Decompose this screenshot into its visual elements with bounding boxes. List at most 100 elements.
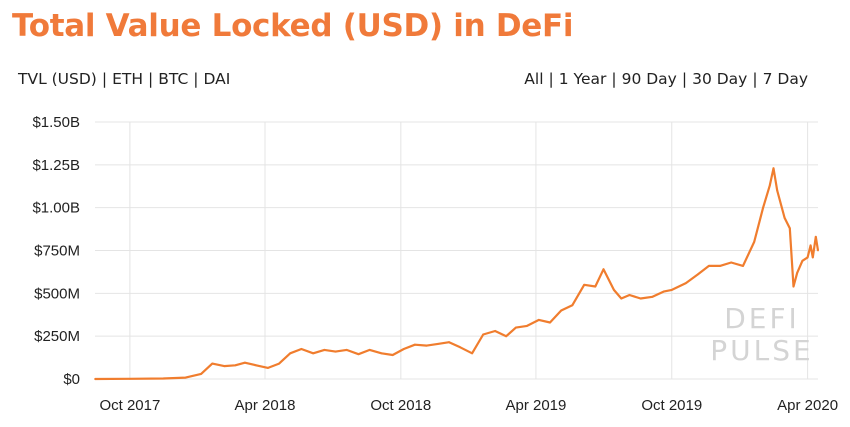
x-axis: Oct 2017 Apr 2018 Oct 2018 Apr 2019 Oct 2019… xyxy=(99,397,838,414)
tvl-data-point xyxy=(549,321,551,324)
tvl-data-point xyxy=(613,289,615,291)
tvl-data-point xyxy=(730,261,733,264)
y-tick-label: $1.25B xyxy=(32,157,80,174)
x-tick-label: Oct 2019 xyxy=(641,397,702,414)
tvl-data-point xyxy=(162,377,165,380)
tab-dai[interactable]: DAI xyxy=(203,70,231,88)
tvl-data-point xyxy=(402,348,405,350)
x-tick-label: Apr 2019 xyxy=(505,397,566,414)
tvl-data-point xyxy=(300,348,303,350)
tvl-data-point xyxy=(223,365,226,367)
tvl-data-point xyxy=(515,326,517,329)
tvl-data-point xyxy=(742,265,744,267)
tvl-data-point xyxy=(200,373,203,375)
range-tabs: All | 1 Year | 90 Day | 30 Day | 7 Day xyxy=(524,70,808,88)
watermark-line-1: DEFI xyxy=(724,302,800,335)
tvl-data-point xyxy=(312,352,315,355)
tab-range-90-day[interactable]: 90 Day xyxy=(621,70,677,88)
tvl-data-point xyxy=(620,297,623,300)
page-title: Total Value Locked (USD) in DeFi xyxy=(12,8,574,44)
tvl-data-point xyxy=(685,282,687,284)
tvl-data-point xyxy=(571,304,574,307)
y-tick-label: $750M xyxy=(34,243,80,260)
tvl-data-point xyxy=(234,364,237,367)
tvl-data-point xyxy=(776,189,779,192)
tab-separator: | xyxy=(193,70,199,88)
tvl-data-point xyxy=(494,330,496,332)
tvl-data-point xyxy=(809,244,812,247)
tab-separator: | xyxy=(548,70,554,88)
tvl-data-point xyxy=(255,364,257,367)
tvl-data-point xyxy=(602,268,605,271)
y-tick-label: $0 xyxy=(63,371,80,388)
tvl-data-point xyxy=(670,289,673,291)
tvl-data-point xyxy=(482,333,485,336)
tvl-data-point xyxy=(357,353,360,356)
series-layer xyxy=(94,167,820,381)
tvl-data-point xyxy=(639,297,642,300)
metric-tabs: TVL (USD) | ETH | BTC | DAI xyxy=(18,70,230,88)
tab-btc[interactable]: BTC xyxy=(158,70,189,88)
tvl-data-point xyxy=(806,256,809,259)
tvl-data-point xyxy=(560,309,563,312)
tvl-data-point xyxy=(768,184,771,187)
tvl-data-point xyxy=(801,259,804,262)
x-tick-label: Oct 2018 xyxy=(370,397,431,414)
tab-range-all[interactable]: All xyxy=(524,70,544,88)
tvl-data-point xyxy=(323,349,326,351)
tvl-data-point xyxy=(267,367,269,369)
tvl-data-point xyxy=(448,341,450,344)
tvl-data-point xyxy=(651,295,654,298)
tvl-data-point xyxy=(814,235,817,238)
tvl-data-point xyxy=(345,349,348,351)
tvl-data-point xyxy=(583,283,586,286)
tab-separator: | xyxy=(752,70,758,88)
defi-pulse-watermark: DEFI PULSE xyxy=(710,302,813,367)
tvl-data-point xyxy=(594,285,597,288)
tvl-data-point xyxy=(278,362,280,365)
y-axis: $0 $250M $500M $750M $1.00B $1.25B $1.50B xyxy=(32,114,80,388)
watermark-line-2: PULSE xyxy=(710,334,813,367)
tab-tvl-usd[interactable]: TVL (USD) xyxy=(18,70,97,88)
y-tick-label: $1.50B xyxy=(32,114,80,131)
tab-separator: | xyxy=(681,70,688,88)
grid-lines xyxy=(95,121,818,380)
x-tick-label: Apr 2018 xyxy=(235,397,296,414)
tvl-data-point xyxy=(334,350,337,353)
tvl-data-point xyxy=(129,377,131,380)
tvl-data-point xyxy=(471,352,473,355)
tvl-data-point xyxy=(628,294,631,296)
tvl-data-point xyxy=(391,354,394,356)
y-tick-label: $500M xyxy=(34,285,80,302)
y-tick-label: $1.00B xyxy=(32,200,80,217)
tvl-data-point xyxy=(788,227,791,230)
tvl-data-point xyxy=(538,319,540,321)
tab-separator: | xyxy=(148,70,154,88)
tvl-data-point xyxy=(459,346,462,349)
tvl-data-point xyxy=(425,344,428,347)
tvl-data-point xyxy=(817,249,819,252)
tab-separator: | xyxy=(611,70,617,88)
x-tick-label: Apr 2020 xyxy=(777,397,838,414)
tab-range-7-day[interactable]: 7 Day xyxy=(762,70,808,88)
y-tick-label: $250M xyxy=(34,328,80,345)
tvl-data-point xyxy=(437,343,439,345)
tvl-data-point xyxy=(368,349,371,351)
tab-eth[interactable]: ETH xyxy=(112,70,144,88)
tvl-data-point xyxy=(414,343,416,346)
tvl-data-point xyxy=(719,265,721,267)
tab-range-1-year[interactable]: 1 Year xyxy=(558,70,607,88)
tvl-data-point xyxy=(811,256,814,259)
tab-range-30-day[interactable]: 30 Day xyxy=(692,70,748,88)
tvl-data-point xyxy=(289,352,292,355)
tvl-data-point xyxy=(662,290,665,293)
tvl-data-point xyxy=(211,362,214,365)
tvl-data-point xyxy=(772,167,775,170)
tvl-data-point xyxy=(796,271,799,274)
tvl-data-point xyxy=(708,265,710,267)
tvl-data-point xyxy=(94,378,96,380)
tvl-data-point xyxy=(184,376,187,379)
tvl-data-point xyxy=(753,241,756,243)
tvl-data-point xyxy=(505,335,508,338)
